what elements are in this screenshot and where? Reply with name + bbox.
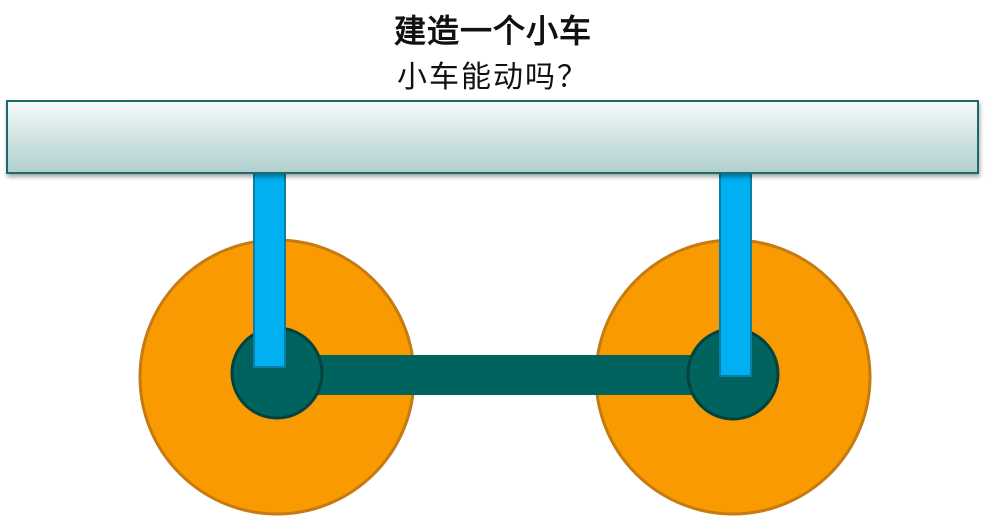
cart-board [6,100,979,174]
left-strut [253,169,286,368]
diagram-subtitle: 小车能动吗？ [397,60,589,95]
diagram-title: 建造一个小车 [393,12,592,50]
right-strut [719,169,752,377]
axle-bar [300,355,720,395]
